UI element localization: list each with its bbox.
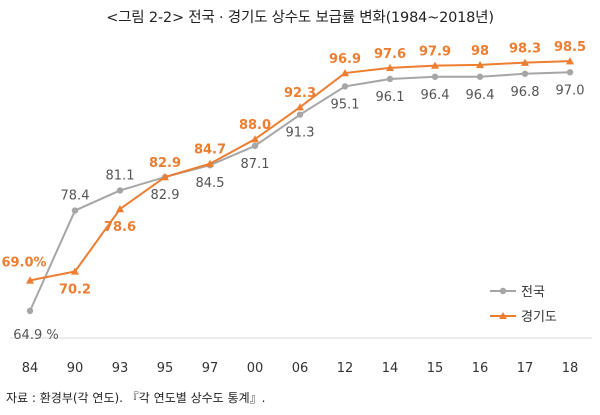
x-tick-label: 93 xyxy=(112,361,129,376)
data-label: 96.1 xyxy=(376,90,405,105)
x-tick-label: 16 xyxy=(472,361,489,376)
source-note: 자료 : 환경부(각 연도). 『각 연도별 상수도 통계』. xyxy=(6,391,266,405)
x-tick-label: 06 xyxy=(292,361,309,376)
data-label: 98.5 xyxy=(554,40,586,55)
x-tick-label: 14 xyxy=(382,361,399,376)
data-point xyxy=(476,60,484,69)
x-tick-label: 18 xyxy=(562,361,579,376)
data-point xyxy=(296,111,304,118)
data-label: 69.0% xyxy=(1,255,46,270)
data-label: 91.3 xyxy=(286,126,315,141)
data-label: 97.9 xyxy=(419,45,451,60)
data-point xyxy=(386,75,394,83)
legend-marker xyxy=(499,287,507,295)
data-point xyxy=(296,103,304,111)
x-tick-label: 97 xyxy=(202,361,219,376)
data-point xyxy=(476,73,484,80)
data-label: 92.3 xyxy=(284,86,316,101)
x-tick-label: 90 xyxy=(67,361,84,376)
data-point xyxy=(206,159,214,167)
chart-title: <그림 2-2> 전국 · 경기도 상수도 보급률 변화(1984~2018년) xyxy=(106,10,494,26)
data-label: 95.1 xyxy=(331,97,360,112)
x-axis: 84 90 93 95 97 00 06 12 14 15 16 17 18 xyxy=(10,337,592,376)
data-point xyxy=(341,69,349,77)
legend-marker xyxy=(499,312,507,319)
data-point xyxy=(26,276,34,284)
data-point xyxy=(341,83,349,90)
data-label: 88.0 xyxy=(239,118,271,133)
data-point xyxy=(431,61,439,69)
data-label: 64.9 % xyxy=(13,328,58,343)
data-point xyxy=(386,63,394,72)
data-label: 96.8 xyxy=(511,85,540,100)
data-point xyxy=(71,267,79,275)
data-label: 82.9 xyxy=(149,156,181,171)
x-tick-label: 00 xyxy=(247,361,264,376)
data-point xyxy=(161,173,169,181)
x-tick-label: 12 xyxy=(337,361,354,376)
data-label: 96.4 xyxy=(466,88,495,103)
data-label: 84.7 xyxy=(194,143,226,158)
data-label: 96.4 xyxy=(421,88,450,103)
legend-label: 전국 xyxy=(521,285,545,300)
data-label: 87.1 xyxy=(241,157,270,172)
data-point xyxy=(251,135,259,143)
data-label: 78.4 xyxy=(61,189,90,204)
data-point xyxy=(251,142,259,150)
data-point xyxy=(566,57,574,65)
data-point xyxy=(521,58,529,66)
data-label: 98.3 xyxy=(509,42,541,57)
x-tick-label: 17 xyxy=(517,361,534,376)
data-point xyxy=(116,187,124,194)
x-tick-label: 84 xyxy=(22,361,39,376)
data-point xyxy=(521,70,529,77)
series-group xyxy=(26,57,574,315)
data-point xyxy=(566,69,574,76)
data-label: 97.0 xyxy=(556,83,585,98)
data-label: 84.5 xyxy=(196,176,225,191)
data-labels: 64.9 % 78.4 81.1 82.9 84.5 87.1 91.3 95.1 96.1 96… xyxy=(1,40,586,343)
data-point xyxy=(431,73,439,80)
data-point xyxy=(71,207,79,214)
data-label: 78.6 xyxy=(104,220,136,235)
data-point xyxy=(116,205,124,213)
data-label: 81.1 xyxy=(106,168,135,183)
data-label: 82.9 xyxy=(151,188,180,203)
data-label: 98 xyxy=(471,44,489,59)
data-point xyxy=(26,307,34,315)
x-tick-label: 95 xyxy=(157,361,174,376)
legend-label: 경기도 xyxy=(521,310,557,325)
data-label: 96.9 xyxy=(329,52,361,67)
data-label: 70.2 xyxy=(59,282,91,297)
x-tick-label: 15 xyxy=(427,361,444,376)
data-label: 97.6 xyxy=(374,47,406,62)
